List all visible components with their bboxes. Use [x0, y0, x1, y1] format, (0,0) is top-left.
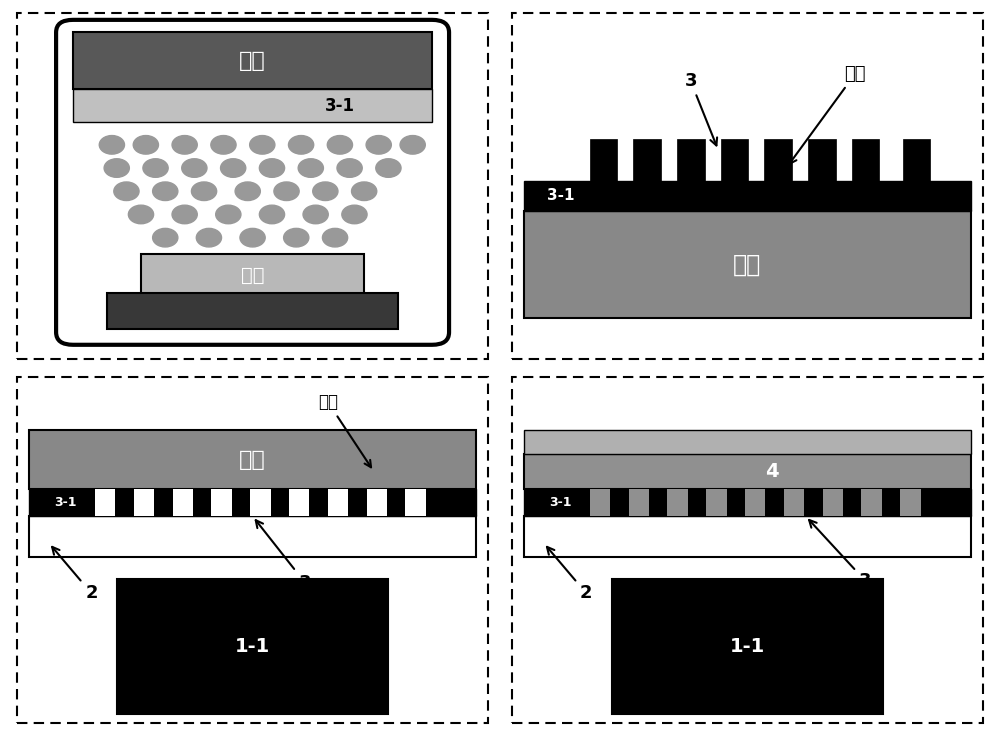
Text: 基底: 基底: [239, 450, 266, 470]
Circle shape: [216, 205, 241, 224]
Bar: [706, 489, 727, 516]
Bar: [29, 431, 476, 489]
Circle shape: [288, 135, 314, 154]
Text: 3-1: 3-1: [325, 96, 355, 115]
Bar: [900, 489, 921, 516]
Circle shape: [352, 182, 377, 200]
Bar: [173, 489, 193, 516]
Bar: [29, 516, 476, 557]
Circle shape: [153, 228, 178, 247]
Circle shape: [322, 228, 348, 247]
Text: 3: 3: [684, 72, 717, 146]
Circle shape: [327, 135, 353, 154]
Circle shape: [133, 135, 158, 154]
Circle shape: [114, 182, 139, 200]
Circle shape: [235, 182, 260, 200]
Text: 2: 2: [52, 547, 98, 602]
Circle shape: [259, 159, 285, 177]
Bar: [808, 140, 836, 180]
Circle shape: [172, 205, 197, 224]
Circle shape: [221, 159, 246, 177]
Text: 2: 2: [547, 547, 593, 602]
Circle shape: [250, 135, 275, 154]
Bar: [633, 140, 661, 180]
Bar: [524, 516, 971, 557]
Circle shape: [182, 159, 207, 177]
Bar: [524, 180, 971, 211]
Bar: [95, 489, 115, 516]
Circle shape: [259, 205, 285, 224]
Circle shape: [172, 135, 197, 154]
Circle shape: [196, 228, 222, 247]
Circle shape: [143, 159, 168, 177]
Bar: [250, 489, 271, 516]
Bar: [524, 211, 971, 318]
Bar: [328, 489, 348, 516]
Bar: [524, 431, 971, 453]
Bar: [784, 489, 804, 516]
Bar: [823, 489, 843, 516]
Bar: [861, 489, 882, 516]
Bar: [764, 140, 792, 180]
Bar: [73, 90, 432, 121]
Circle shape: [99, 135, 124, 154]
Circle shape: [298, 159, 323, 177]
Text: 金靶: 金靶: [241, 266, 264, 285]
Circle shape: [284, 228, 309, 247]
Bar: [29, 489, 476, 516]
Bar: [524, 489, 971, 516]
Bar: [590, 140, 617, 180]
Text: 基底: 基底: [239, 51, 266, 71]
Circle shape: [342, 205, 367, 224]
Bar: [134, 489, 154, 516]
Bar: [629, 489, 649, 516]
Circle shape: [128, 205, 154, 224]
Bar: [141, 254, 364, 297]
Bar: [367, 489, 387, 516]
Text: 空气: 空气: [318, 393, 371, 467]
Bar: [852, 140, 879, 180]
Text: 1-1: 1-1: [730, 637, 765, 656]
Bar: [211, 489, 232, 516]
Text: 3: 3: [256, 520, 311, 592]
Circle shape: [153, 182, 178, 200]
Bar: [590, 489, 610, 516]
Circle shape: [274, 182, 299, 200]
Text: 1-1: 1-1: [235, 637, 270, 656]
Circle shape: [303, 205, 328, 224]
Text: 4: 4: [765, 462, 778, 481]
Text: 3-1: 3-1: [547, 188, 574, 203]
Circle shape: [104, 159, 129, 177]
Bar: [405, 489, 426, 516]
Bar: [721, 140, 748, 180]
Text: 3-1: 3-1: [549, 497, 572, 509]
Bar: [612, 578, 883, 715]
Circle shape: [240, 228, 265, 247]
Bar: [524, 453, 971, 489]
Circle shape: [191, 182, 217, 200]
FancyBboxPatch shape: [56, 20, 449, 344]
Text: 3-1: 3-1: [55, 497, 77, 509]
Bar: [289, 489, 309, 516]
Bar: [677, 140, 705, 180]
Text: 空气: 空气: [789, 65, 866, 164]
Circle shape: [366, 135, 391, 154]
Bar: [117, 578, 388, 715]
Circle shape: [376, 159, 401, 177]
Circle shape: [211, 135, 236, 154]
Circle shape: [313, 182, 338, 200]
Circle shape: [337, 159, 362, 177]
Bar: [745, 489, 765, 516]
Circle shape: [400, 135, 425, 154]
Bar: [107, 293, 398, 329]
Text: 基底: 基底: [733, 252, 762, 277]
Text: 3: 3: [809, 520, 872, 590]
Bar: [903, 140, 930, 180]
Bar: [73, 32, 432, 90]
Bar: [667, 489, 688, 516]
